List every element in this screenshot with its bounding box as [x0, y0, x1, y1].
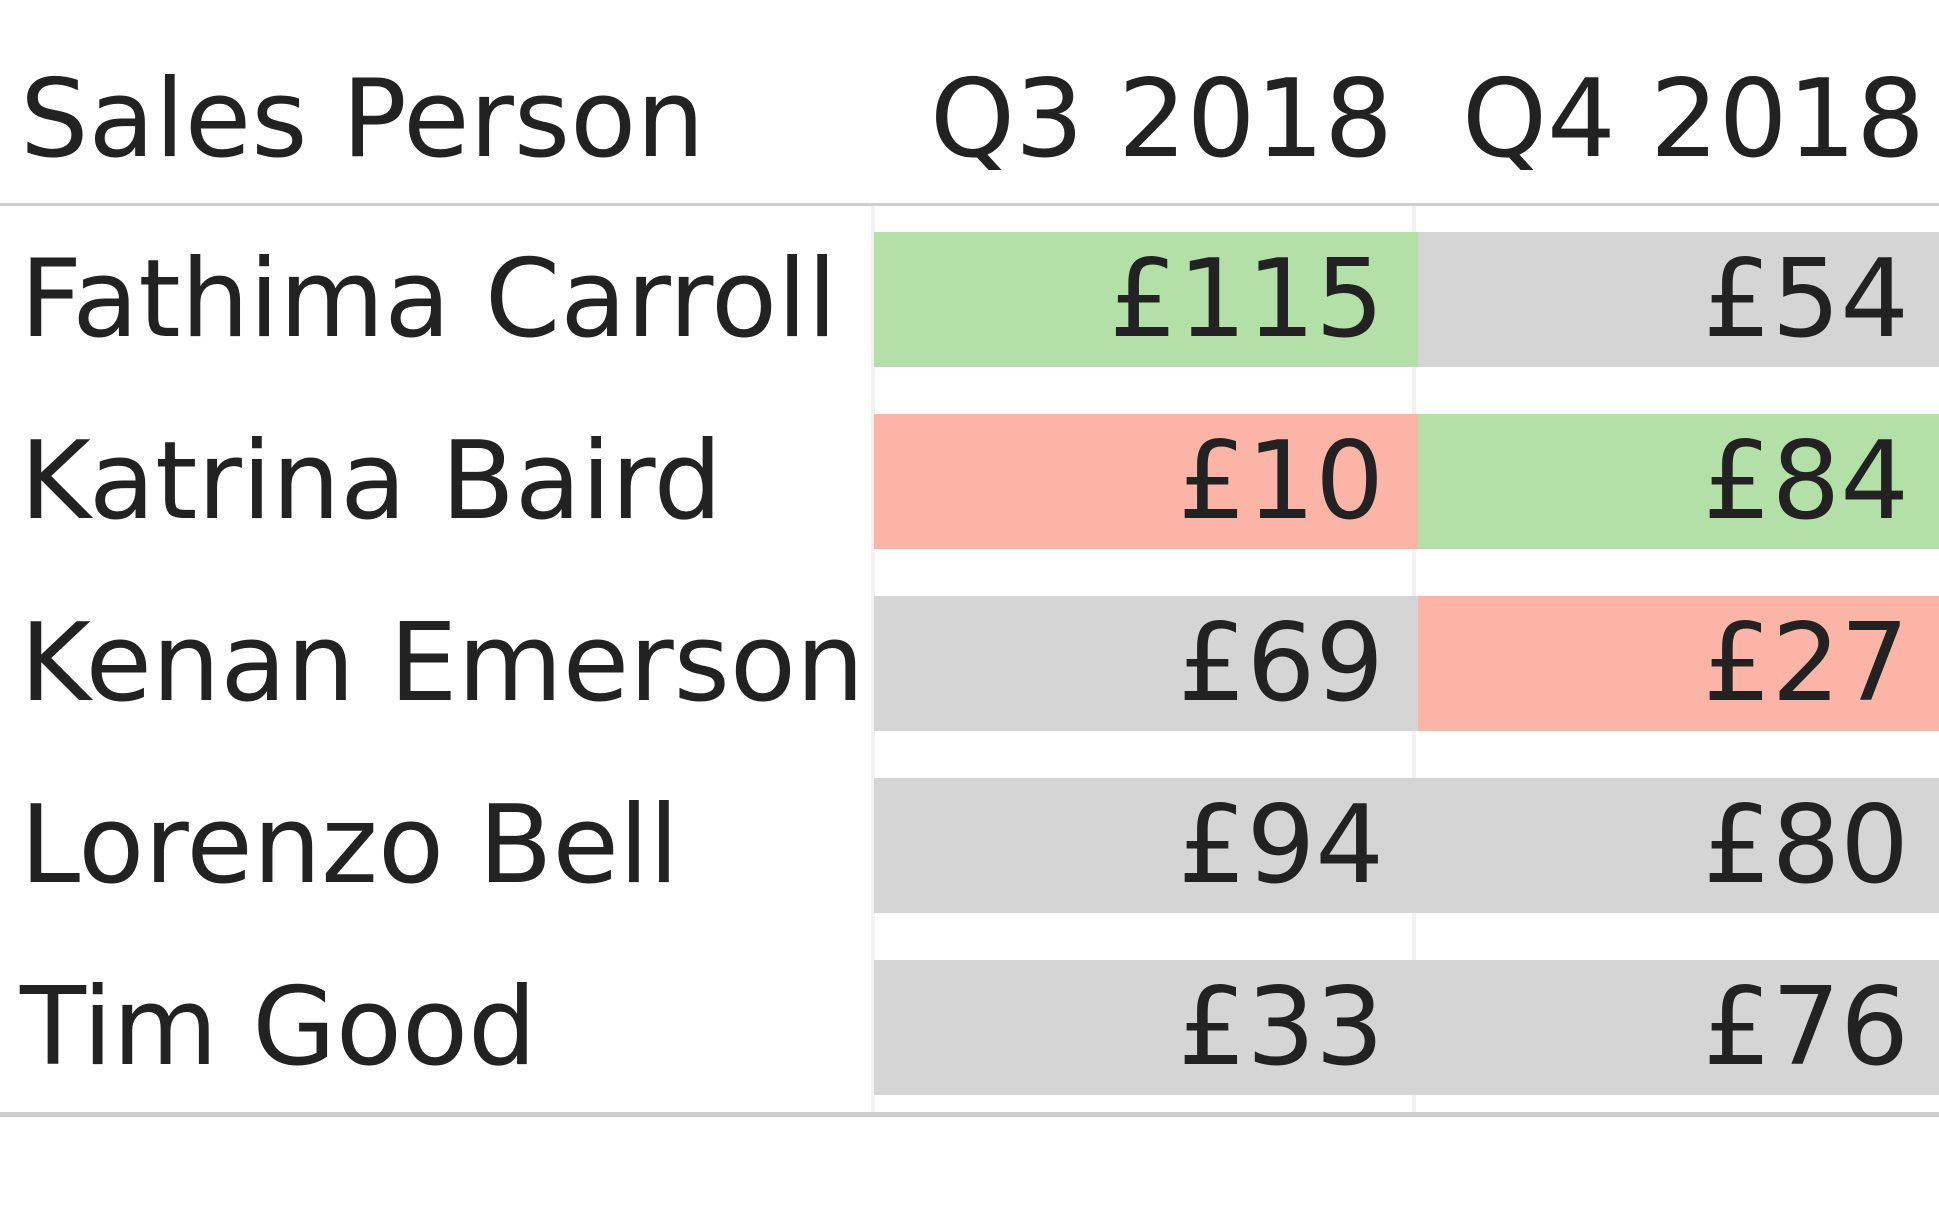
- cell-q3-2018: £94: [874, 778, 1418, 913]
- cell-q4-2018: £27: [1418, 596, 1939, 731]
- cell-q4-2018: £80: [1418, 778, 1939, 913]
- row-label-sales-person: Katrina Baird: [20, 419, 723, 544]
- cell-q3-2018: £69: [874, 596, 1418, 731]
- footer-divider: [0, 1112, 1939, 1117]
- cell-q3-2018: £10: [874, 414, 1418, 549]
- row-label-sales-person: Tim Good: [20, 965, 537, 1090]
- column-divider-left: [871, 206, 875, 1112]
- cell-q3-2018: £115: [874, 232, 1418, 367]
- row-label-sales-person: Fathima Carroll: [20, 237, 838, 362]
- cell-q3-2018: £33: [874, 960, 1418, 1095]
- cell-q4-2018: £84: [1418, 414, 1939, 549]
- row-label-sales-person: Kenan Emerson: [20, 601, 865, 726]
- cell-q4-2018: £76: [1418, 960, 1939, 1095]
- header-sales-person: Sales Person: [20, 57, 705, 182]
- header-q3-2018: Q3 2018: [930, 57, 1393, 182]
- header-q4-2018: Q4 2018: [1462, 57, 1925, 182]
- header-divider: [0, 203, 1939, 206]
- cell-q4-2018: £54: [1418, 232, 1939, 367]
- row-label-sales-person: Lorenzo Bell: [20, 783, 679, 908]
